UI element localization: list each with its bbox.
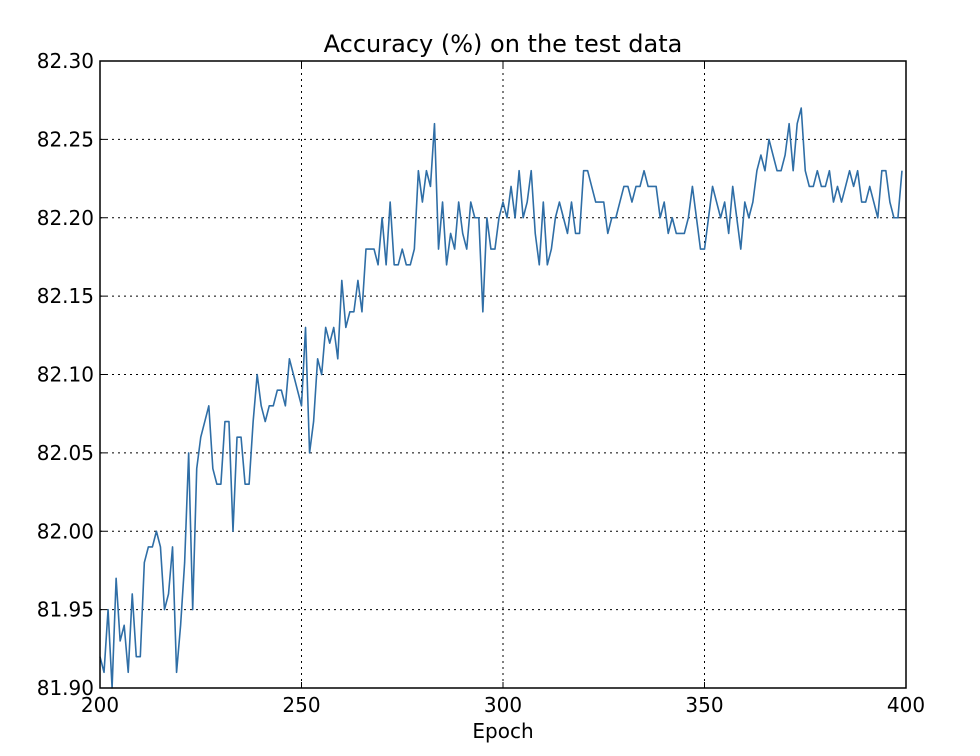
x-tick-label: 200 [81,693,119,717]
y-tick-label: 82.25 [37,127,94,151]
y-tick-label: 82.20 [37,206,94,230]
y-tick-label: 82.10 [37,363,94,387]
y-tick-label: 82.30 [37,49,94,73]
y-tick-labels: 81.90 81.95 82.00 82.05 82.10 82.15 82.20 82.25… [37,49,94,700]
x-tick-labels: 200 250 300 350 400 [81,693,925,717]
y-tick-label: 82.00 [37,519,94,543]
grid [100,61,906,688]
x-tick-label: 250 [282,693,320,717]
chart-title: Accuracy (%) on the test data [324,30,683,58]
accuracy-series-line [99,107,903,689]
y-tick-label: 82.05 [37,441,94,465]
axis-ticks [99,60,907,689]
series-area [99,107,903,689]
x-tick-label: 350 [685,693,723,717]
y-tick-label: 82.15 [37,284,94,308]
y-tick-label: 81.95 [37,598,94,622]
x-axis-label: Epoch [472,719,533,743]
x-tick-label: 400 [887,693,925,717]
y-tick-label: 81.90 [37,676,94,700]
x-tick-label: 300 [484,693,522,717]
